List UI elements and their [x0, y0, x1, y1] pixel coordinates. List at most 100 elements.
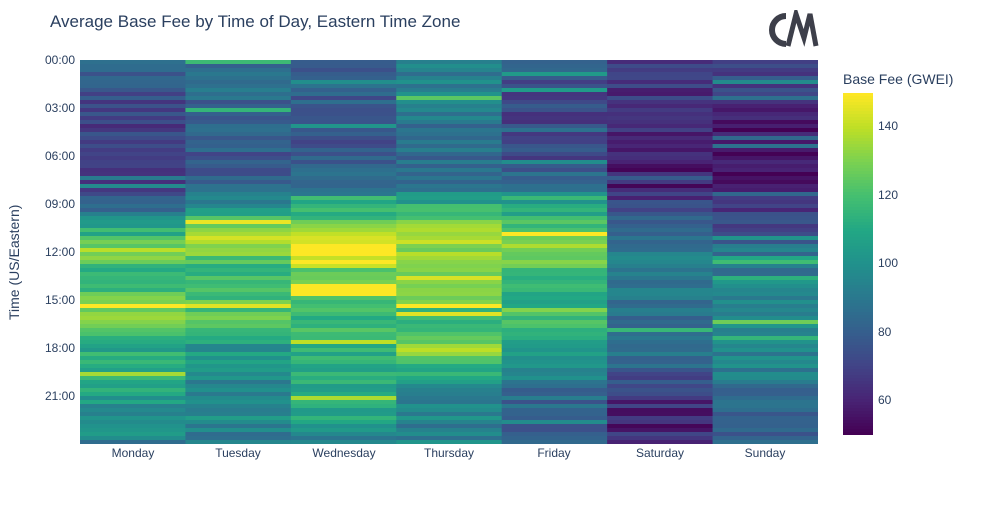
heatmap-cell	[607, 384, 714, 389]
heatmap-cell	[185, 380, 292, 385]
heatmap-cell	[80, 308, 187, 313]
heatmap-cell	[712, 308, 818, 313]
heatmap-cell	[607, 124, 714, 129]
heatmap-cell	[80, 232, 187, 237]
colorbar-segment	[843, 315, 873, 319]
heatmap-cell	[80, 128, 187, 133]
heatmap-cell	[80, 60, 187, 65]
heatmap-cell	[290, 140, 397, 145]
heatmap-cell	[501, 140, 608, 145]
colorbar-segment	[843, 138, 873, 142]
heatmap-cell	[290, 84, 397, 89]
heatmap-cell	[80, 380, 187, 385]
heatmap-cell	[607, 308, 714, 313]
heatmap-cell	[501, 308, 608, 313]
heatmap-cell	[607, 364, 714, 369]
heatmap-column-tuesday	[185, 60, 292, 444]
heatmap-cell	[290, 320, 397, 325]
colorbar-segment	[843, 426, 873, 430]
heatmap-cell	[607, 168, 714, 173]
heatmap-cell	[501, 152, 608, 157]
heatmap-cell	[501, 352, 608, 357]
heatmap-cell	[607, 276, 714, 281]
heatmap-cell	[607, 312, 714, 317]
heatmap-cell	[607, 284, 714, 289]
heatmap-cell	[712, 348, 818, 353]
y-tick-label: 06:00	[44, 149, 75, 163]
heatmap-cell	[501, 432, 608, 437]
heatmap-cell	[396, 424, 503, 429]
heatmap-cell	[290, 108, 397, 113]
heatmap-cell	[80, 300, 187, 305]
heatmap-cell	[185, 384, 292, 389]
heatmap-cell	[712, 268, 818, 273]
heatmap-cell	[80, 116, 187, 121]
heatmap-cell	[501, 408, 608, 413]
heatmap-cell	[80, 372, 187, 377]
heatmap-cell	[712, 140, 818, 145]
heatmap-cell	[501, 96, 608, 101]
colorbar-segment	[843, 99, 873, 103]
heatmap-cell	[712, 100, 818, 105]
heatmap-cell	[185, 104, 292, 109]
colorbar-segment	[843, 237, 873, 241]
colorbar-segment	[843, 204, 873, 208]
colorbar-segment	[843, 291, 873, 295]
colorbar-segment	[843, 375, 873, 379]
heatmap-cell	[501, 416, 608, 421]
heatmap-cell	[712, 92, 818, 97]
colorbar-segment	[843, 177, 873, 181]
heatmap-cell	[712, 328, 818, 333]
colorbar-segment	[843, 420, 873, 424]
heatmap-cell	[185, 436, 292, 441]
colorbar-segment	[843, 249, 873, 253]
colorbar-segment	[843, 246, 873, 250]
heatmap-cell	[396, 260, 503, 265]
heatmap-cell	[290, 408, 397, 413]
heatmap-cell	[185, 124, 292, 129]
colorbar-segment	[843, 105, 873, 109]
heatmap-cell	[185, 200, 292, 205]
heatmap-cell	[712, 180, 818, 185]
heatmap-cell	[80, 392, 187, 397]
colorbar-segment	[843, 216, 873, 220]
heatmap-cell	[290, 292, 397, 297]
heatmap-cell	[501, 260, 608, 265]
heatmap-cell	[185, 228, 292, 233]
heatmap-cell	[396, 380, 503, 385]
colorbar-segment	[843, 258, 873, 262]
heatmap-cell	[80, 68, 187, 73]
heatmap-cell	[607, 388, 714, 393]
heatmap-cell	[712, 128, 818, 133]
colorbar-segment	[843, 144, 873, 148]
heatmap-cell	[607, 316, 714, 321]
heatmap-cell	[607, 360, 714, 365]
heatmap-cell	[396, 72, 503, 77]
heatmap-cell	[290, 204, 397, 209]
colorbar-tick-label: 120	[878, 188, 899, 202]
heatmap-cell	[185, 64, 292, 69]
heatmap-cell	[396, 212, 503, 217]
heatmap-cell	[501, 268, 608, 273]
heatmap-cell	[607, 136, 714, 141]
heatmap-cell	[396, 336, 503, 341]
heatmap-cell	[607, 404, 714, 409]
heatmap-cell	[80, 284, 187, 289]
heatmap-cell	[396, 172, 503, 177]
heatmap-cell	[396, 60, 503, 65]
heatmap-cell	[185, 156, 292, 161]
heatmap-cell	[290, 228, 397, 233]
heatmap-cell	[607, 436, 714, 441]
heatmap-cell	[80, 144, 187, 149]
heatmap-cell	[290, 268, 397, 273]
heatmap-cell	[185, 296, 292, 301]
heatmap-cell	[185, 268, 292, 273]
heatmap-cell	[501, 340, 608, 345]
x-tick-label: Monday	[111, 446, 155, 460]
heatmap-cell	[185, 264, 292, 269]
heatmap-cell	[501, 344, 608, 349]
heatmap-cell	[396, 136, 503, 141]
heatmap-cell	[501, 100, 608, 105]
heatmap-cell	[185, 180, 292, 185]
heatmap-cell	[290, 368, 397, 373]
